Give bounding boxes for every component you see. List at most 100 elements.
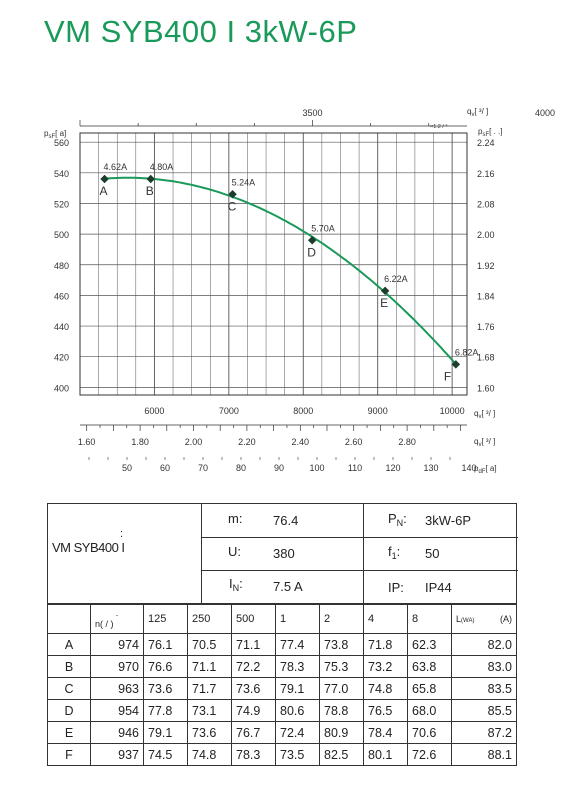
axis-title-part: sF [48, 134, 55, 140]
level-cell: 63.8 [407, 655, 452, 678]
level-cell: 73.2 [363, 655, 408, 678]
axis2-tick-label: 2.60 [345, 437, 363, 447]
level-cell: 80.6 [275, 699, 320, 722]
level-cell: 76.5 [363, 699, 408, 722]
axis-title-part: [ ³/ ] [481, 409, 495, 418]
right-tick-label: 2.08 [477, 199, 495, 209]
left-tick-label: 540 [54, 169, 69, 179]
frequency-label: f1: [388, 544, 401, 561]
operating-point-marker [307, 236, 317, 245]
operating-point-marker [228, 190, 237, 199]
plot-frame [79, 132, 468, 396]
current-label: 5.70A [311, 223, 335, 233]
axis-title-part: [ ³/ ] [474, 107, 488, 116]
level-cell: 70.5 [187, 633, 232, 656]
level-cell: 73.1 [187, 699, 232, 722]
point-cell: D [47, 699, 91, 722]
operating-points: 4.62A A 4.80A B 5.24A C 5.70A D 6.22A E 6.82A F [100, 162, 479, 383]
page-title: VM SYB400 I 3kW-6P [44, 14, 358, 49]
level-cell: 74.9 [231, 699, 276, 722]
level-cell: 65.8 [407, 677, 452, 700]
level-cell: 76.1 [143, 633, 188, 656]
axis3-title: pdF[ a] [474, 464, 497, 475]
band-header: 125 [143, 604, 188, 634]
bottom-tick-label: 10000 [440, 406, 465, 416]
axis2-tick-label: 1.80 [131, 437, 149, 447]
left-axis-title: psF[ a] [44, 129, 66, 140]
current-label: 5.24A [232, 177, 256, 187]
ip-label: IP: [388, 580, 404, 595]
band-header: 2 [319, 604, 364, 634]
axis-title-part: [ a] [485, 464, 496, 473]
level-cell: 62.3 [407, 633, 452, 656]
ip-value: IP44 [425, 580, 452, 595]
level-cell: 78.3 [231, 743, 276, 766]
performance-curve [104, 176, 457, 365]
axis2-tick-label: 2.40 [292, 437, 310, 447]
axis3-tick-label: 110 [348, 463, 362, 473]
axis3-tick-label: 90 [274, 463, 284, 473]
level-cell: 72.6 [407, 743, 452, 766]
point-letter: D [307, 245, 316, 259]
level-cell: 74.5 [143, 743, 188, 766]
lw-header: L(WA) (A) [451, 604, 517, 634]
voltage-label: U: [228, 544, 241, 559]
lw-cell: 83.0 [451, 655, 517, 678]
rpm-cell: 963 [90, 677, 144, 700]
level-cell: 79.1 [275, 677, 320, 700]
axis2-tick-label: 2.80 [398, 437, 416, 447]
current-label: 6.82A [455, 347, 479, 357]
rpm-header: . n( / ) [90, 604, 144, 634]
axis-title-part: p [474, 464, 479, 473]
bottom-axis-title: qv[ ³/ ] [474, 409, 495, 420]
axis-title-part: q [474, 437, 478, 446]
axis-title-part: p [44, 129, 49, 138]
mass-value: 76.4 [273, 513, 299, 528]
level-cell: 75.3 [319, 655, 364, 678]
axis-title-part: q [467, 107, 471, 116]
level-cell: 74.8 [363, 677, 408, 700]
voltage-value: 380 [273, 546, 295, 561]
right-tick-label: 1.76 [477, 322, 495, 332]
level-cell: 82.5 [319, 743, 364, 766]
spec-divider [201, 504, 202, 605]
level-cell: 73.6 [187, 721, 232, 744]
level-cell: 73.6 [143, 677, 188, 700]
level-cell: 77.0 [319, 677, 364, 700]
level-cell: 78.3 [275, 655, 320, 678]
left-tick-label: 460 [54, 291, 69, 301]
point-cell: C [47, 677, 91, 700]
left-tick-label: 500 [54, 230, 69, 240]
point-cell: F [47, 743, 91, 766]
rpm-cell: 970 [90, 655, 144, 678]
level-cell: 73.8 [319, 633, 364, 656]
left-tick-label: 440 [54, 322, 69, 332]
right-tick-label: 2.24 [477, 138, 495, 148]
table-row: E 946 79.1 73.6 76.7 72.4 80.9 78.4 70.6 87.2 [47, 721, 517, 744]
point-letter: C [228, 199, 237, 213]
right-tick-label: 1.60 [477, 383, 495, 393]
power-value: 3kW-6P [425, 513, 471, 528]
bottom-tick-label: 8000 [293, 406, 313, 416]
right-tick-label: 1.84 [477, 291, 495, 301]
bottom-tick-label: 9000 [368, 406, 388, 416]
left-tick-label: 400 [54, 383, 69, 393]
model-name: VM SYB400 I [52, 540, 125, 555]
model-colon: : [120, 528, 124, 540]
right-tick-label: 2.00 [477, 230, 495, 240]
axis3-tick-label: 130 [423, 463, 438, 473]
top-tick-label: 3500 [302, 108, 322, 118]
mass-label: m: [228, 511, 243, 526]
level-cell: 71.1 [187, 655, 232, 678]
point-letter: A [100, 184, 108, 198]
top-tick-label: 4000 [535, 108, 555, 118]
band-header: 500 [231, 604, 276, 634]
noise-table-body: A 974 76.1 70.5 71.1 77.4 73.8 71.8 62.3 82.0 B 970… [47, 633, 517, 766]
point-cell: E [47, 721, 91, 744]
right-tick-label: 2.16 [477, 169, 495, 179]
current-label: 4.62A [104, 162, 128, 172]
axis3-tick-label: 70 [198, 463, 208, 473]
curve-line [104, 176, 457, 365]
point-cell: A [47, 633, 91, 656]
spec-divider [201, 570, 518, 571]
